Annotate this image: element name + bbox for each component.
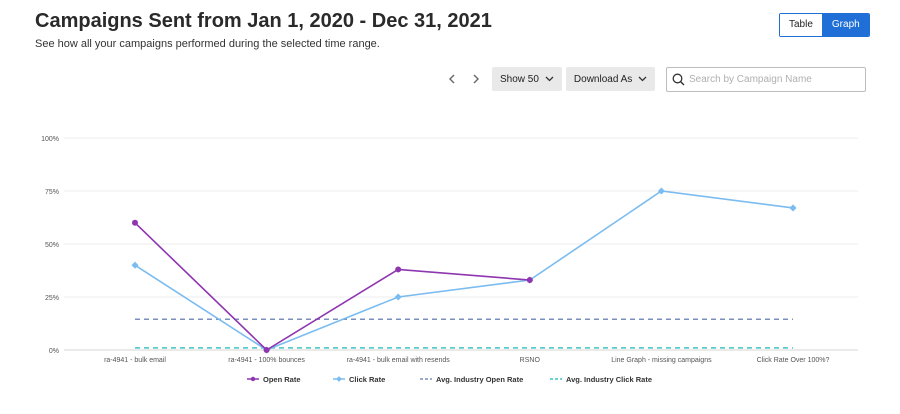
previous-page-button[interactable]	[440, 67, 464, 91]
legend-label: Avg. Industry Click Rate	[566, 375, 652, 384]
y-tick-label: 0%	[49, 348, 59, 355]
chevron-left-icon	[449, 74, 455, 84]
y-tick-label: 25%	[45, 295, 59, 302]
y-tick-label: 50%	[45, 242, 59, 249]
view-toggle: Table Graph	[779, 13, 870, 37]
chevron-right-icon	[473, 74, 479, 84]
legend-label: Click Rate	[349, 375, 385, 384]
page-subtitle: See how all your campaigns performed dur…	[35, 38, 380, 50]
open-rate-point	[395, 266, 402, 273]
campaign-performance-chart: 0% 25% 50% 75% 100% ra-4941 - bulk email ra-49…	[41, 136, 858, 384]
graph-view-button[interactable]: Graph	[822, 14, 869, 36]
open-rate-point	[263, 347, 270, 353]
y-tick-label: 100%	[41, 136, 59, 143]
x-tick-label: RSNO	[520, 357, 541, 364]
series-line-open-rate	[134, 222, 530, 352]
click-rate-point	[131, 261, 139, 269]
series-line-click-rate	[134, 190, 794, 351]
open-rate-point	[526, 277, 533, 284]
table-view-button[interactable]: Table	[780, 14, 823, 36]
chevron-down-icon	[638, 76, 647, 82]
download-as-dropdown[interactable]: Download As	[565, 67, 656, 91]
search-input[interactable]	[689, 74, 855, 85]
search-icon	[667, 69, 689, 91]
open-rate-point	[132, 219, 138, 226]
x-tick-label: ra-4941 - 100% bounces	[228, 357, 305, 364]
click-rate-point	[789, 204, 797, 212]
next-page-button[interactable]	[464, 67, 488, 91]
show-count-label: Show 50	[500, 73, 539, 85]
x-tick-label: Click Rate Over 100%?	[757, 357, 830, 364]
x-tick-label: Line Graph - missing campaigns	[611, 357, 712, 364]
legend-marker	[336, 376, 342, 382]
page-title: Campaigns Sent from Jan 1, 2020 - Dec 31…	[35, 10, 492, 32]
show-count-dropdown[interactable]: Show 50	[492, 67, 562, 91]
x-tick-label: ra-4941 - bulk email	[104, 357, 166, 364]
y-tick-label: 75%	[45, 189, 59, 196]
legend-label: Avg. Industry Open Rate	[436, 375, 523, 384]
x-tick-label: ra-4941 - bulk email with resends	[347, 357, 451, 364]
toolbar: Show 50 Download As	[440, 67, 656, 91]
legend-label: Open Rate	[263, 375, 301, 384]
legend-marker	[250, 376, 256, 382]
campaign-search	[666, 67, 866, 92]
chevron-down-icon	[545, 76, 554, 82]
click-rate-point	[394, 293, 402, 301]
download-as-label: Download As	[573, 73, 633, 85]
click-rate-point	[657, 187, 665, 195]
